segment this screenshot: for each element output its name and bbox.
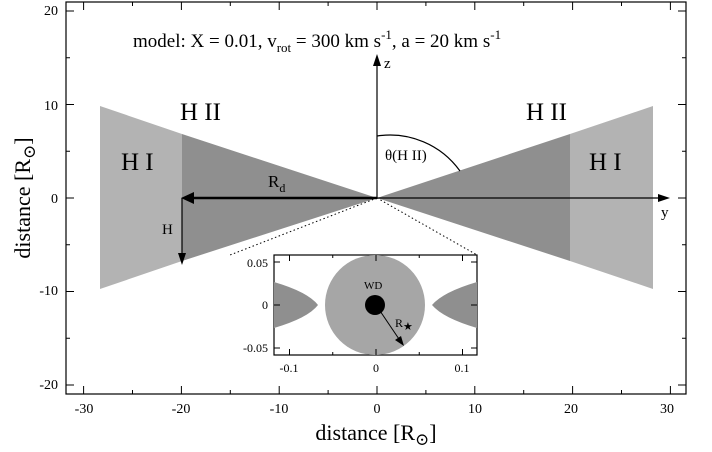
y-axis-arrowhead xyxy=(658,194,670,202)
y-tick-label: -10 xyxy=(39,284,58,299)
y-tick-label: 10 xyxy=(44,99,58,114)
inset-y-tick-label: 0.05 xyxy=(247,256,268,270)
y-tick-label: 0 xyxy=(51,192,58,207)
main-tick-marks xyxy=(66,2,686,394)
hii-label-right: H II xyxy=(526,99,567,126)
inset-disk-left xyxy=(274,282,318,328)
inset-y-tick-label: 0 xyxy=(262,298,268,312)
figure-title: model: X = 0.01, vrot = 300 km s-1, a = … xyxy=(133,27,501,55)
hi-region-left xyxy=(100,106,182,289)
y-axis-title: distance [R⊙] xyxy=(10,137,39,258)
x-tick-label: 20 xyxy=(564,402,578,417)
inset-x-tick-label: 0 xyxy=(373,361,379,375)
x-tick-label: -20 xyxy=(172,402,191,417)
hi-label-left: H I xyxy=(121,149,154,176)
r-star-arrowhead xyxy=(395,336,404,346)
hi-label-right: H I xyxy=(589,149,622,176)
y-axis-letter: y xyxy=(661,205,669,221)
h-arrowhead xyxy=(178,253,186,265)
x-axis-title: distance [R⊙] xyxy=(315,420,436,449)
rd-arrowhead xyxy=(181,192,194,204)
white-dwarf xyxy=(365,295,385,315)
theta-arc xyxy=(376,134,461,172)
x-tick-label: 0 xyxy=(374,402,381,417)
inset-y-tick-label: -0.05 xyxy=(243,341,268,355)
x-tick-label: -10 xyxy=(270,402,289,417)
x-tick-label: 10 xyxy=(468,402,482,417)
inset-tick-marks xyxy=(274,255,477,355)
h-label: H xyxy=(162,222,173,238)
inset-plot: WD R★ xyxy=(273,254,478,356)
theta-label: θ(H II) xyxy=(385,148,427,164)
y-tick-label: 20 xyxy=(44,4,58,19)
inset-x-tick-label: -0.1 xyxy=(280,361,299,375)
x-tick-label: 30 xyxy=(660,402,674,417)
x-tick-label: -30 xyxy=(75,402,94,417)
rd-label: Rd xyxy=(268,172,285,195)
z-axis-label: z xyxy=(384,56,391,72)
hii-label-left: H II xyxy=(180,99,221,126)
inset-x-tick-label: 0.1 xyxy=(455,361,470,375)
r-star-arrow-line xyxy=(375,304,402,343)
y-tick-label: -20 xyxy=(39,378,58,393)
r-star-label: R★ xyxy=(395,316,413,333)
wd-label: WD xyxy=(364,280,382,292)
z-axis-arrowhead xyxy=(373,54,381,66)
inset-disk-right xyxy=(432,282,477,328)
